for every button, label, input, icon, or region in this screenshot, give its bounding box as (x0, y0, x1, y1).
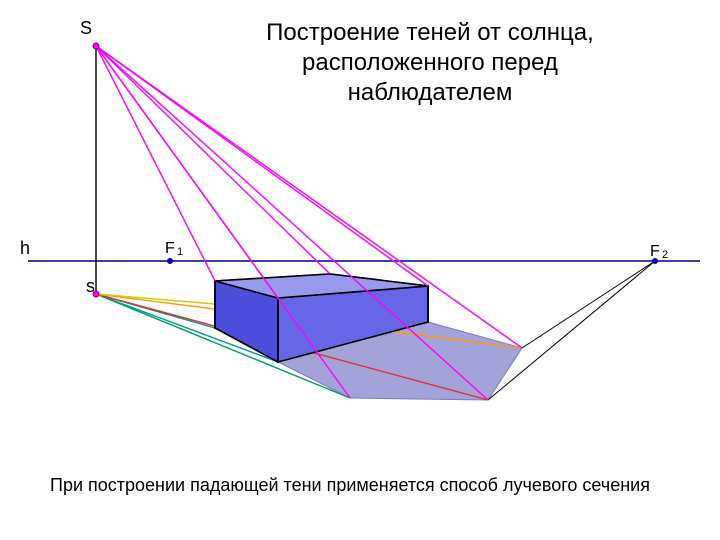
label-horizon-h: h (20, 238, 30, 259)
diagram-title: Построение теней от солнца,расположенног… (220, 18, 640, 108)
label-vp-f2: F (650, 243, 660, 261)
diagram-caption: При построении падающей тени применяется… (50, 475, 690, 496)
label-sun-upper: S (80, 18, 92, 39)
label-vp-f1: F (165, 240, 175, 258)
label-vp-f1-sub: 1 (177, 246, 183, 258)
label-sun-lower: s (86, 276, 95, 297)
label-vp-f2-sub: 2 (662, 249, 668, 261)
